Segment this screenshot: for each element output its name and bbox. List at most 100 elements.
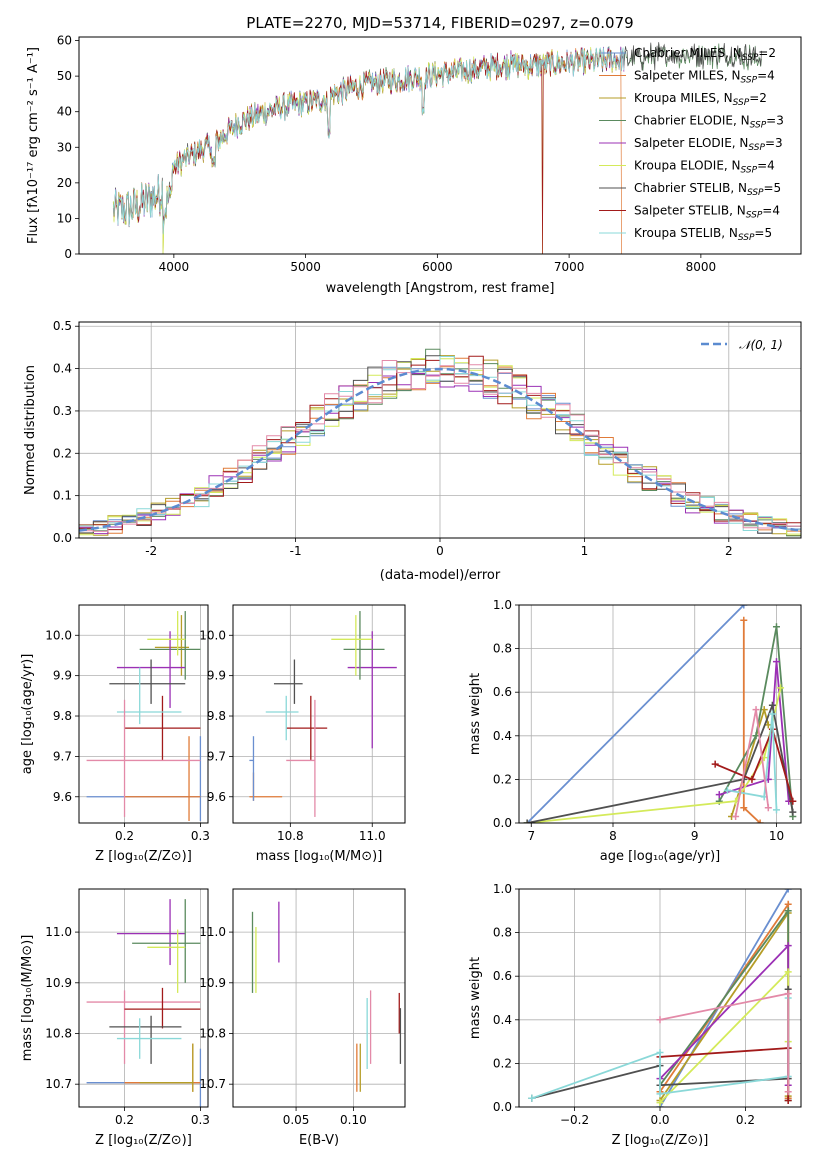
axes-weight-vs-Z: −0.2 0.0 0.2 0.0 0.2 0.4 0.6 0.8 1.0 Z [log₁₀(Z/Z…	[468, 882, 802, 1148]
y-tick-label: 0.6	[493, 969, 512, 983]
y-tick-label: 0.8	[493, 926, 512, 940]
plot-area-age-vs-Z	[86, 611, 202, 821]
y-tick-label: 9.8	[53, 709, 72, 723]
weight-line-6	[527, 702, 794, 823]
x-tick-label: 0.0	[650, 1113, 669, 1127]
weight-line-8	[727, 713, 778, 810]
plus-marker	[772, 658, 780, 666]
y-tick-label: 0.0	[493, 1100, 512, 1114]
x-tick-label: -1	[290, 544, 302, 558]
legend-entry: Salpeter STELIB, NSSP=4	[634, 204, 780, 221]
y-tick-label: 9.6	[53, 790, 72, 804]
x-axis-label: mass [log₁₀(M/M⊙)]	[256, 849, 383, 864]
y-tick-label: 0.4	[493, 729, 512, 743]
y-tick-label: 0.4	[493, 1013, 512, 1027]
y-axis-label: Flux [fλ10⁻¹⁷ erg cm⁻² s⁻¹ A⁻¹]	[26, 47, 41, 244]
x-tick-label: 0.2	[115, 1113, 134, 1127]
plus-marker	[748, 775, 756, 783]
spectrum-line-8	[112, 46, 625, 235]
x-tick-label: 6000	[422, 260, 453, 274]
y-tick-label: 11.0	[199, 925, 226, 939]
plus-marker	[740, 804, 748, 812]
legend-entry: Kroupa MILES, NSSP=2	[634, 91, 767, 108]
x-tick-label: 1	[581, 544, 589, 558]
plus-marker	[768, 710, 776, 718]
y-tick-label: 60	[57, 34, 72, 48]
x-tick-label: 7000	[554, 260, 585, 274]
plus-marker	[789, 797, 797, 805]
plus-marker	[656, 1049, 664, 1056]
y-tick-label: 0.2	[53, 446, 72, 460]
y-tick-label: 30	[57, 140, 72, 154]
y-tick-label: 0.2	[493, 772, 512, 786]
y-axis-label: mass weight	[468, 673, 483, 755]
plus-marker	[723, 786, 731, 794]
x-tick-label: 11.0	[359, 829, 386, 843]
weight-line-1	[659, 901, 790, 1099]
axes-spectrum: 4000 5000 6000 7000 8000 0 10 20 30 40 50 60 wavelen…	[26, 34, 802, 296]
axes-frame	[78, 321, 802, 539]
plus-marker	[656, 1099, 664, 1107]
x-tick-label: -2	[145, 544, 157, 558]
plus-marker	[740, 605, 748, 609]
x-tick-label: 8	[609, 829, 617, 843]
axes-mass-vs-Z: 0.2 0.3 10.7 10.8 10.9 11.0 Z [log₁₀(Z/Z⊙)] mas…	[20, 888, 210, 1148]
x-tick-label: 0.05	[283, 1113, 310, 1127]
y-tick-label: 11.0	[45, 925, 72, 939]
legend-entry: Kroupa STELIB, NSSP=5	[634, 226, 772, 243]
plus-marker	[789, 808, 797, 816]
x-axis-label: Z [log₁₀(Z/Z⊙)]	[95, 1133, 192, 1148]
histogram-series-9	[79, 360, 801, 532]
plus-marker	[752, 732, 760, 740]
x-axis-label: E(B-V)	[299, 1133, 339, 1148]
plot-area-age-vs-mass	[249, 611, 397, 817]
plus-marker	[784, 1096, 792, 1104]
plus-marker	[772, 623, 780, 631]
weight-line-5	[659, 969, 790, 1104]
x-tick-label: 7	[527, 829, 535, 843]
y-axis-label: age [log₁₀(age/yr)]	[20, 654, 35, 775]
y-tick-label: 0.2	[493, 1056, 512, 1070]
normal-reference-curve	[79, 367, 799, 532]
y-tick-label: 10.8	[45, 1026, 72, 1040]
y-tick-label: 9.7	[207, 749, 226, 763]
y-tick-label: 9.9	[207, 669, 226, 683]
axes-age-vs-Z: 0.2 0.3 9.6 9.7 9.8 9.9 10.0 Z [log₁₀(Z/Z⊙)] age…	[20, 604, 210, 864]
legend-entry: Chabrier MILES, NSSP=2	[634, 46, 776, 63]
x-axis-label: Z [log₁₀(Z/Z⊙)]	[612, 1133, 709, 1148]
y-tick-label: 0.0	[53, 531, 72, 545]
legend-entry: Salpeter MILES, NSSP=4	[634, 69, 775, 86]
x-tick-label: 8000	[686, 260, 717, 274]
x-tick-label: 0.3	[191, 1113, 210, 1127]
plot-area-mass-vs-Z	[86, 899, 202, 1107]
plus-marker	[777, 684, 785, 692]
axes-frame	[78, 888, 209, 1108]
y-tick-label: 0.0	[493, 816, 512, 830]
plus-marker	[656, 1016, 664, 1024]
y-tick-label: 10.9	[199, 976, 226, 990]
plus-marker	[740, 616, 748, 624]
plus-marker	[715, 791, 723, 799]
legend-entry: Kroupa ELODIE, NSSP=4	[634, 159, 775, 176]
y-tick-label: 50	[57, 69, 72, 83]
plus-marker	[784, 968, 792, 976]
plot-area-spectrum	[112, 42, 762, 254]
plot-area-mass-vs-ebv	[251, 901, 402, 1092]
y-tick-label: 0.1	[53, 489, 72, 503]
x-tick-label: 0.2	[736, 1113, 755, 1127]
y-tick-label: 0.8	[493, 642, 512, 656]
weight-line-0	[526, 605, 745, 823]
weight-line-5	[527, 687, 782, 823]
plus-marker	[784, 889, 792, 893]
axes-frame	[518, 604, 802, 824]
legend-entry: Salpeter ELODIE, NSSP=3	[634, 136, 783, 153]
y-tick-label: 10.7	[45, 1077, 72, 1091]
axes-frame	[518, 888, 802, 1108]
weight-line-3	[718, 626, 794, 817]
y-tick-label: 0.5	[53, 319, 72, 333]
x-axis-label: age [log₁₀(age/yr)]	[600, 849, 721, 864]
axes-frame	[232, 604, 406, 824]
figure-title: PLATE=2270, MJD=53714, FIBERID=0297, z=0…	[246, 14, 633, 32]
x-tick-label: 0.10	[340, 1113, 367, 1127]
